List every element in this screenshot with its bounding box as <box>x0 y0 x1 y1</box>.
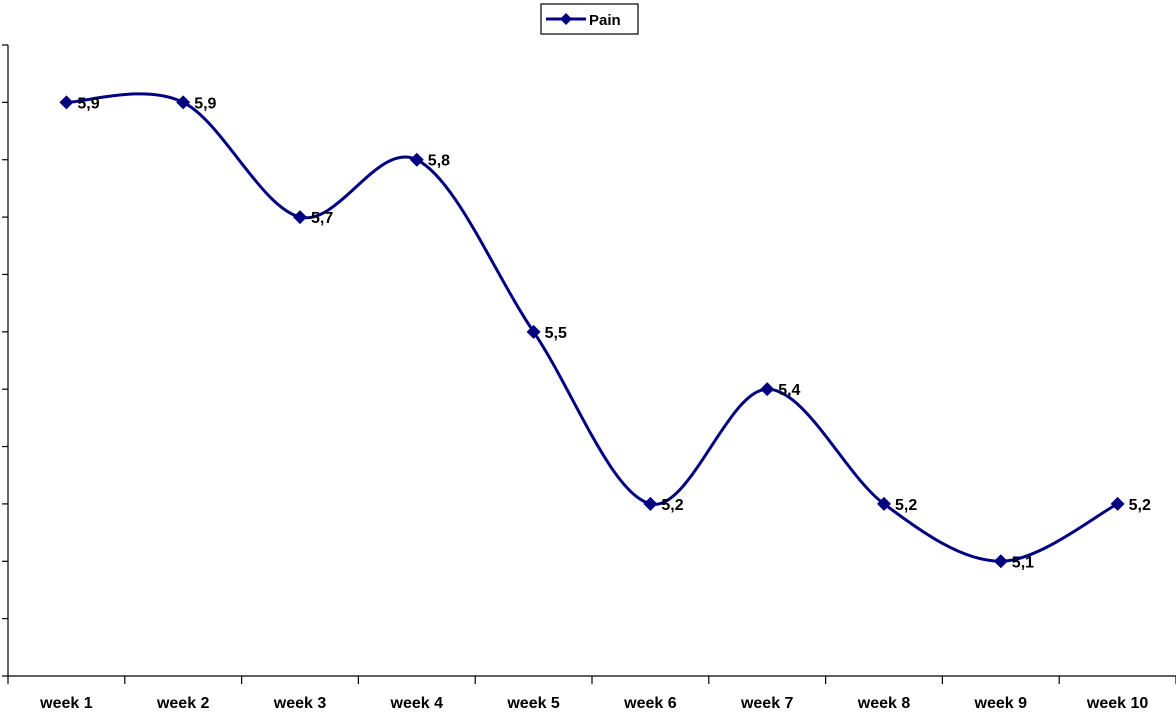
data-point-marker <box>176 95 191 110</box>
data-label: 5,2 <box>1129 497 1151 514</box>
data-point-marker <box>59 95 74 110</box>
x-tick-label: week 9 <box>974 695 1028 712</box>
x-tick-label: week 6 <box>623 695 677 712</box>
data-point-marker <box>643 496 658 511</box>
data-label: 5,5 <box>545 325 567 342</box>
data-label: 5,7 <box>311 210 333 227</box>
x-axis-tick-labels: week 1 week 2 week 3 week 4 week 5 week 6 week… <box>39 695 1148 712</box>
x-tick-label: week 4 <box>390 695 444 712</box>
x-tick-label: week 8 <box>857 695 911 712</box>
x-tick-label: week 2 <box>156 695 210 712</box>
series-line <box>66 92 1119 563</box>
data-point-marker <box>877 496 891 511</box>
y-axis-ticks <box>2 44 8 677</box>
series-pain: 5,9 5,9 5,7 5,8 5,5 5,2 5,4 5,2 5,1 5,2 <box>59 92 1151 571</box>
data-label: 5,8 <box>428 153 450 170</box>
x-tick-label: week 1 <box>39 695 93 712</box>
legend-series-name: Pain <box>589 12 621 29</box>
x-tick-label: week 3 <box>273 695 327 712</box>
data-point-marker <box>293 210 307 225</box>
x-tick-label: week 5 <box>506 695 560 712</box>
x-tick-label: week 7 <box>740 695 794 712</box>
data-point-marker <box>526 324 541 339</box>
x-axis-ticks <box>7 676 1176 684</box>
data-label: 5,9 <box>77 95 99 112</box>
data-label: 5,2 <box>661 497 683 514</box>
x-tick-label: week 10 <box>1086 695 1148 712</box>
data-label: 5,1 <box>1012 554 1034 571</box>
data-point-marker <box>993 554 1008 569</box>
data-point-marker <box>1110 496 1125 511</box>
data-label: 5,4 <box>778 382 800 399</box>
data-label: 5,9 <box>194 95 216 112</box>
legend: Pain <box>540 3 639 35</box>
legend-marker-swatch <box>560 13 572 25</box>
data-point-marker <box>409 152 424 167</box>
plot-area: week 1 week 2 week 3 week 4 week 5 week 6 week… <box>2 44 1176 712</box>
data-point-marker <box>760 382 775 397</box>
data-label: 5,2 <box>895 497 917 514</box>
